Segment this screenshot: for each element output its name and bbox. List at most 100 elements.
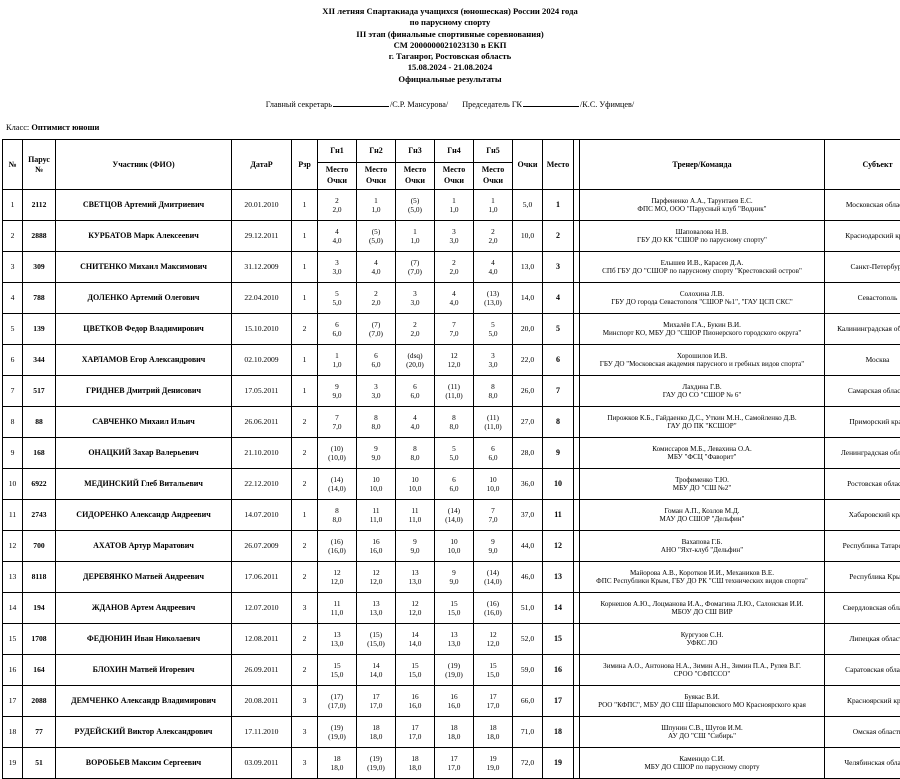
race-points-value: 4,0: [371, 267, 380, 276]
team-organization-line: ФПС МО, ООО "Парусный клуб "Водник": [580, 205, 824, 213]
race-place-value: 19: [489, 754, 496, 763]
race-place-value: 18: [411, 754, 418, 763]
total-points-cell: 44,0: [513, 531, 543, 562]
class-value: Оптимист юноши: [31, 123, 99, 132]
col-subheader-race-4: Место Очки: [435, 163, 474, 190]
race-points-value: (5,0): [408, 205, 422, 214]
race-place-value: 6: [413, 382, 417, 391]
race-place-value: 8: [374, 413, 378, 422]
coach-team-cell: Каменидо С.И.МБУ ДО СШОР по парусному сп…: [580, 748, 825, 779]
race-result-cell: (14)(14,0): [435, 500, 474, 531]
secretary-signature-rule: [333, 99, 389, 107]
race-place-value: (19): [331, 723, 343, 732]
race-points-value: 2,0: [332, 205, 341, 214]
race-points-value: 18,0: [409, 763, 422, 772]
birthdate-cell: 15.10.2010: [232, 314, 292, 345]
race-place-value: 10: [411, 475, 418, 484]
event-code-line: СМ 2000000021023130 в ЕКП: [0, 40, 900, 51]
results-table: № Парус № Участник (ФИО) ДатаР Рзр Гн1 Г…: [2, 139, 900, 779]
subject-region-cell: Севастополь: [825, 283, 900, 314]
team-organization-line: СПб ГБУ ДО "СШОР по парусному спорту "Кр…: [580, 267, 824, 275]
col-subheader-race-5: Место Очки: [474, 163, 513, 190]
race-result-cell: (7)(7,0): [357, 314, 396, 345]
race-place-value: 6: [452, 475, 456, 484]
race-points-value: (5,0): [369, 236, 383, 245]
race-place-value: 16: [450, 692, 457, 701]
sail-number-cell: 77: [23, 717, 56, 748]
final-place-cell: 9: [543, 438, 574, 469]
participant-name-cell: ВОРОБЬЕВ Максим Сергеевич: [56, 748, 232, 779]
race-points-value: 11,0: [370, 515, 383, 524]
subject-region-cell: Москва: [825, 345, 900, 376]
race-points-value: 6,0: [371, 360, 380, 369]
race-points-value: 12,0: [370, 577, 383, 586]
birthdate-cell: 12.08.2011: [232, 624, 292, 655]
race-points-value: 11,0: [409, 515, 422, 524]
team-organization-line: МБУ "ФСЦ "Фаворит": [580, 453, 824, 461]
race-points-value: 10,0: [487, 484, 500, 493]
total-points-cell: 37,0: [513, 500, 543, 531]
chairman-name: /К.С. Уфимцев/: [580, 100, 634, 109]
race-points-value: 15,0: [331, 670, 344, 679]
row-index-cell: 12: [3, 531, 23, 562]
race-points-value: 1,0: [371, 205, 380, 214]
sail-number-cell: 164: [23, 655, 56, 686]
subject-region-cell: Хабаровский край: [825, 500, 900, 531]
race-place-value: (7): [411, 258, 420, 267]
race-place-value: (5): [411, 196, 420, 205]
race-points-value: 12,0: [409, 608, 422, 617]
race-place-value: 8: [452, 413, 456, 422]
race-place-value: (17): [331, 692, 343, 701]
row-index-cell: 3: [3, 252, 23, 283]
participant-name-cell: МЕДИНСКИЙ Глеб Витальевич: [56, 469, 232, 500]
col-subheader-race-1: Место Очки: [318, 163, 357, 190]
sport-rank-cell: 2: [292, 438, 318, 469]
final-place-cell: 8: [543, 407, 574, 438]
final-place-cell: 18: [543, 717, 574, 748]
team-organization-line: УФКС ЛО: [580, 639, 824, 647]
final-place-cell: 7: [543, 376, 574, 407]
race-place-value: 18: [333, 754, 340, 763]
sail-number-cell: 2112: [23, 190, 56, 221]
race-points-value: 16,0: [409, 701, 422, 710]
race-points-value: (13,0): [484, 298, 502, 307]
race-place-value: 13: [411, 568, 418, 577]
race-place-value: 17: [489, 692, 496, 701]
race-result-cell: (5)(5,0): [396, 190, 435, 221]
team-organization-line: ФПС Республики Крым, ГБУ ДО РК "СШ техни…: [580, 577, 824, 585]
race-place-value: 6: [491, 444, 495, 453]
signature-row: Главный секретарь/С.Р. Мансурова/Председ…: [0, 99, 900, 109]
race-points-value: (14,0): [328, 484, 346, 493]
race-place-value: 1: [491, 196, 495, 205]
